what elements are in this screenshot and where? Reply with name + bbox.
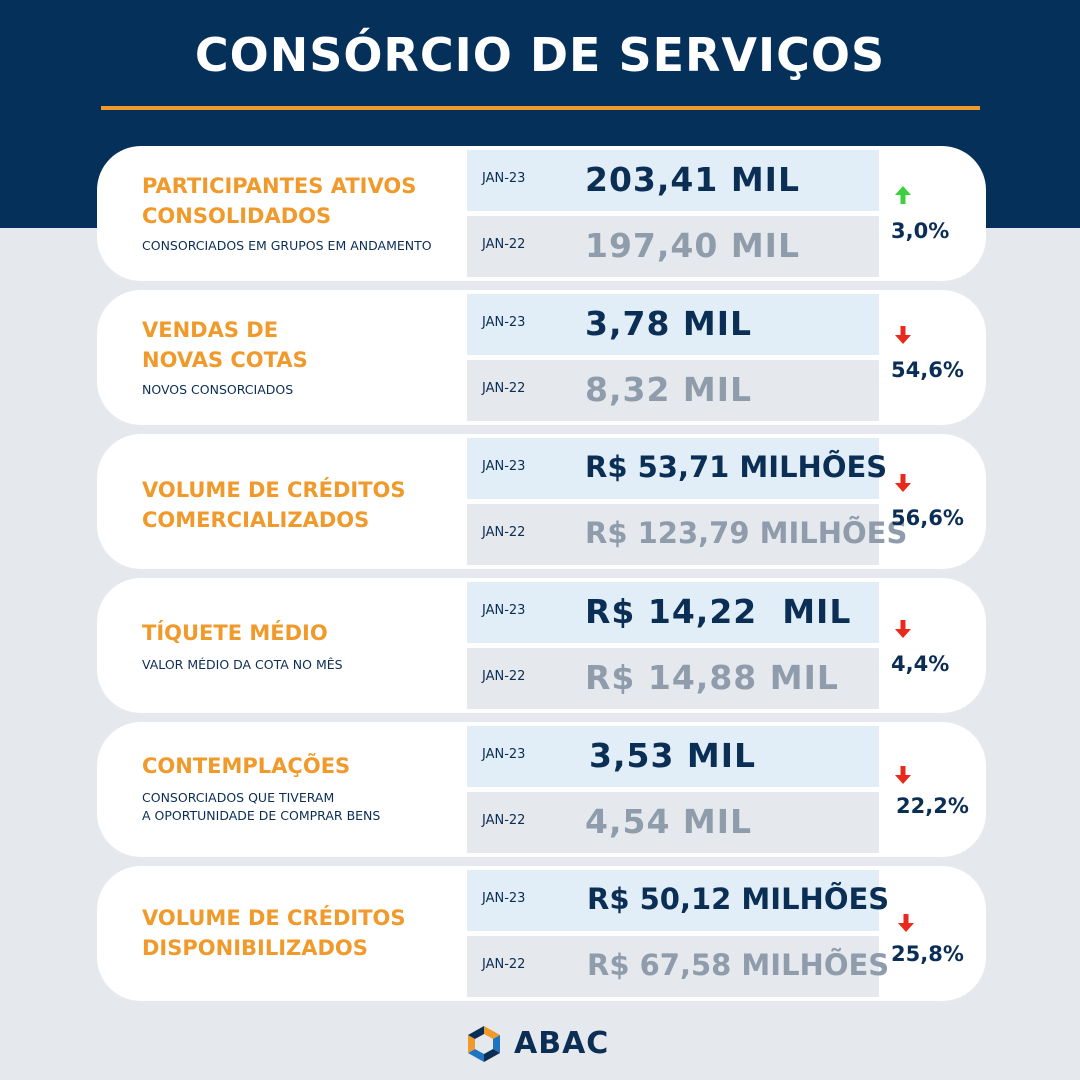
change-percent: 54,6% bbox=[891, 358, 964, 382]
previous-value: 197,40 MIL bbox=[585, 226, 800, 265]
current-value: R$ 53,71 MILHÕES bbox=[585, 450, 888, 484]
metric-card-creditos-comercializados: VOLUME DE CRÉDITOS COMERCIALIZADOS JAN-2… bbox=[97, 434, 986, 569]
card-subtitle: CONSORCIADOS EM GRUPOS EM ANDAMENTO bbox=[142, 238, 432, 253]
metric-card-participantes: PARTICIPANTES ATIVOS CONSOLIDADOS CONSOR… bbox=[97, 146, 986, 281]
change-percent: 3,0% bbox=[891, 219, 950, 243]
change-percent: 56,6% bbox=[891, 506, 964, 530]
current-row: JAN-23 3,53 MIL bbox=[467, 726, 879, 787]
period-label: JAN-23 bbox=[482, 315, 526, 330]
card-title: VENDAS DE NOVAS COTAS bbox=[142, 318, 308, 372]
arrow-down-icon bbox=[895, 326, 911, 344]
current-value: 3,78 MIL bbox=[585, 304, 753, 343]
abac-logo-icon bbox=[468, 1026, 500, 1062]
previous-row: JAN-22 R$ 14,88 MIL bbox=[467, 648, 879, 709]
period-label: JAN-22 bbox=[482, 381, 526, 396]
page-title: CONSÓRCIO DE SERVIÇOS bbox=[194, 28, 886, 82]
previous-value: R$ 67,58 MILHÕES bbox=[587, 948, 890, 982]
change-percent: 4,4% bbox=[891, 652, 950, 676]
period-label: JAN-22 bbox=[482, 237, 526, 252]
previous-row: JAN-22 8,32 MIL bbox=[467, 360, 879, 421]
period-label: JAN-22 bbox=[482, 813, 526, 828]
metric-card-vendas: VENDAS DE NOVAS COTAS NOVOS CONSORCIADOS… bbox=[97, 290, 986, 425]
current-value: 3,53 MIL bbox=[589, 736, 757, 775]
period-label: JAN-23 bbox=[482, 171, 526, 186]
previous-value: R$ 123,79 MILHÕES bbox=[585, 516, 908, 550]
card-title: CONTEMPLAÇÕES bbox=[142, 754, 351, 778]
period-label: JAN-22 bbox=[482, 669, 526, 684]
period-label: JAN-23 bbox=[482, 459, 526, 474]
arrow-down-icon bbox=[898, 914, 914, 932]
logo-text: ABAC bbox=[514, 1026, 610, 1061]
current-value: R$ 14,22 MIL bbox=[585, 592, 852, 631]
period-label: JAN-23 bbox=[482, 603, 526, 618]
arrow-down-icon bbox=[895, 474, 911, 492]
previous-row: JAN-22 R$ 123,79 MILHÕES bbox=[467, 504, 907, 565]
card-subtitle: VALOR MÉDIO DA COTA NO MÊS bbox=[142, 657, 343, 672]
metric-card-contemplacoes: CONTEMPLAÇÕES CONSORCIADOS QUE TIVERAM A… bbox=[97, 722, 986, 857]
card-title: VOLUME DE CRÉDITOS COMERCIALIZADOS bbox=[142, 478, 406, 532]
metric-card-creditos-disponibilizados: VOLUME DE CRÉDITOS DISPONIBILIZADOS JAN-… bbox=[97, 866, 986, 1001]
current-row: JAN-23 203,41 MIL bbox=[467, 150, 879, 211]
previous-row: JAN-22 4,54 MIL bbox=[467, 792, 879, 853]
current-value: R$ 50,12 MILHÕES bbox=[587, 882, 890, 916]
previous-row: JAN-22 197,40 MIL bbox=[467, 216, 879, 277]
current-row: JAN-23 R$ 50,12 MILHÕES bbox=[467, 870, 889, 931]
arrow-up-icon bbox=[895, 186, 911, 204]
previous-value: 8,32 MIL bbox=[585, 370, 753, 409]
period-label: JAN-22 bbox=[482, 525, 526, 540]
change-percent: 25,8% bbox=[891, 942, 964, 966]
abac-logo: ABAC bbox=[464, 1024, 614, 1068]
current-value: 203,41 MIL bbox=[585, 160, 800, 199]
period-label: JAN-22 bbox=[482, 957, 526, 972]
title-divider bbox=[101, 106, 980, 110]
previous-value: R$ 14,88 MIL bbox=[585, 658, 839, 697]
arrow-down-icon bbox=[895, 766, 911, 784]
current-row: JAN-23 3,78 MIL bbox=[467, 294, 879, 355]
period-label: JAN-23 bbox=[482, 747, 526, 762]
change-percent: 22,2% bbox=[896, 794, 969, 818]
card-title: VOLUME DE CRÉDITOS DISPONIBILIZADOS bbox=[142, 906, 406, 960]
card-subtitle: CONSORCIADOS QUE TIVERAM A OPORTUNIDADE … bbox=[142, 790, 381, 823]
card-title: TÍQUETE MÉDIO bbox=[142, 621, 328, 645]
previous-value: 4,54 MIL bbox=[585, 802, 753, 841]
previous-row: JAN-22 R$ 67,58 MILHÕES bbox=[467, 936, 889, 997]
current-row: JAN-23 R$ 53,71 MILHÕES bbox=[467, 438, 887, 499]
arrow-down-icon bbox=[895, 620, 911, 638]
card-subtitle: NOVOS CONSORCIADOS bbox=[142, 382, 294, 397]
card-title: PARTICIPANTES ATIVOS CONSOLIDADOS bbox=[142, 174, 417, 228]
period-label: JAN-23 bbox=[482, 891, 526, 906]
current-row: JAN-23 R$ 14,22 MIL bbox=[467, 582, 879, 643]
metric-card-tiquete-medio: TÍQUETE MÉDIO VALOR MÉDIO DA COTA NO MÊS… bbox=[97, 578, 986, 713]
